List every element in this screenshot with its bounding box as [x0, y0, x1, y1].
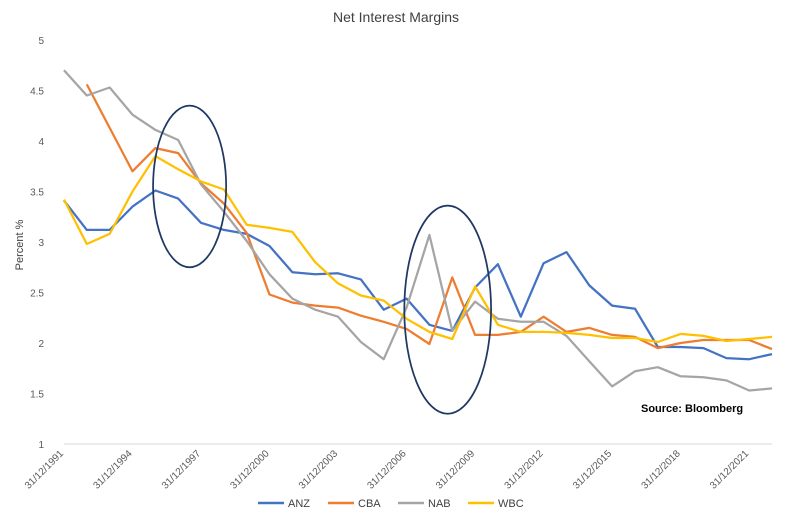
- legend-label-wbc: WBC: [498, 498, 524, 510]
- x-tick-label: 31/12/2015: [571, 448, 614, 491]
- y-axis-label: Percent %: [14, 219, 26, 270]
- x-tick-label: 31/12/2021: [708, 448, 751, 491]
- source-note: Source: Bloomberg: [641, 403, 743, 415]
- legend: ANZ CBA NAB WBC: [258, 498, 524, 510]
- y-tick-label: 1.5: [30, 390, 44, 401]
- x-tick-label: 31/12/2000: [228, 448, 271, 491]
- legend-label-anz: ANZ: [288, 498, 310, 510]
- series-line-cba: [85, 83, 773, 351]
- legend-label-nab: NAB: [428, 498, 451, 510]
- chart-title: Net Interest Margins: [333, 9, 459, 25]
- x-tick-label: 31/12/1991: [23, 448, 66, 491]
- annotation-ellipses: [152, 104, 492, 415]
- series-line-nab: [63, 69, 773, 392]
- highlight-ellipse: [403, 204, 492, 415]
- x-tick-label: 31/12/2003: [297, 448, 340, 491]
- x-axis-ticks: 31/12/1991 31/12/1994 31/12/1997 31/12/2000…: [23, 448, 752, 491]
- y-tick-label: 2: [38, 339, 44, 350]
- highlight-ellipse: [152, 104, 228, 269]
- x-tick-label: 31/12/1994: [91, 448, 134, 491]
- y-tick-label: 4.5: [30, 87, 44, 98]
- y-tick-label: 5: [38, 36, 44, 47]
- x-tick-label: 31/12/2018: [640, 448, 683, 491]
- x-tick-label: 31/12/2012: [503, 448, 546, 491]
- y-tick-label: 3.5: [30, 188, 44, 199]
- y-axis-ticks: 1 1.5 2 2.5 3 3.5 4 4.5 5: [30, 36, 44, 451]
- x-tick-label: 31/12/2009: [434, 448, 477, 491]
- y-tick-label: 4: [38, 137, 44, 148]
- series-line-wbc: [62, 154, 773, 344]
- y-tick-label: 2.5: [30, 289, 44, 300]
- y-tick-label: 3: [38, 238, 44, 249]
- x-tick-label: 31/12/1997: [160, 448, 203, 491]
- x-tick-label: 31/12/2006: [366, 448, 409, 491]
- series-lines: [62, 69, 773, 392]
- legend-label-cba: CBA: [358, 498, 381, 510]
- y-tick-label: 1: [38, 440, 44, 451]
